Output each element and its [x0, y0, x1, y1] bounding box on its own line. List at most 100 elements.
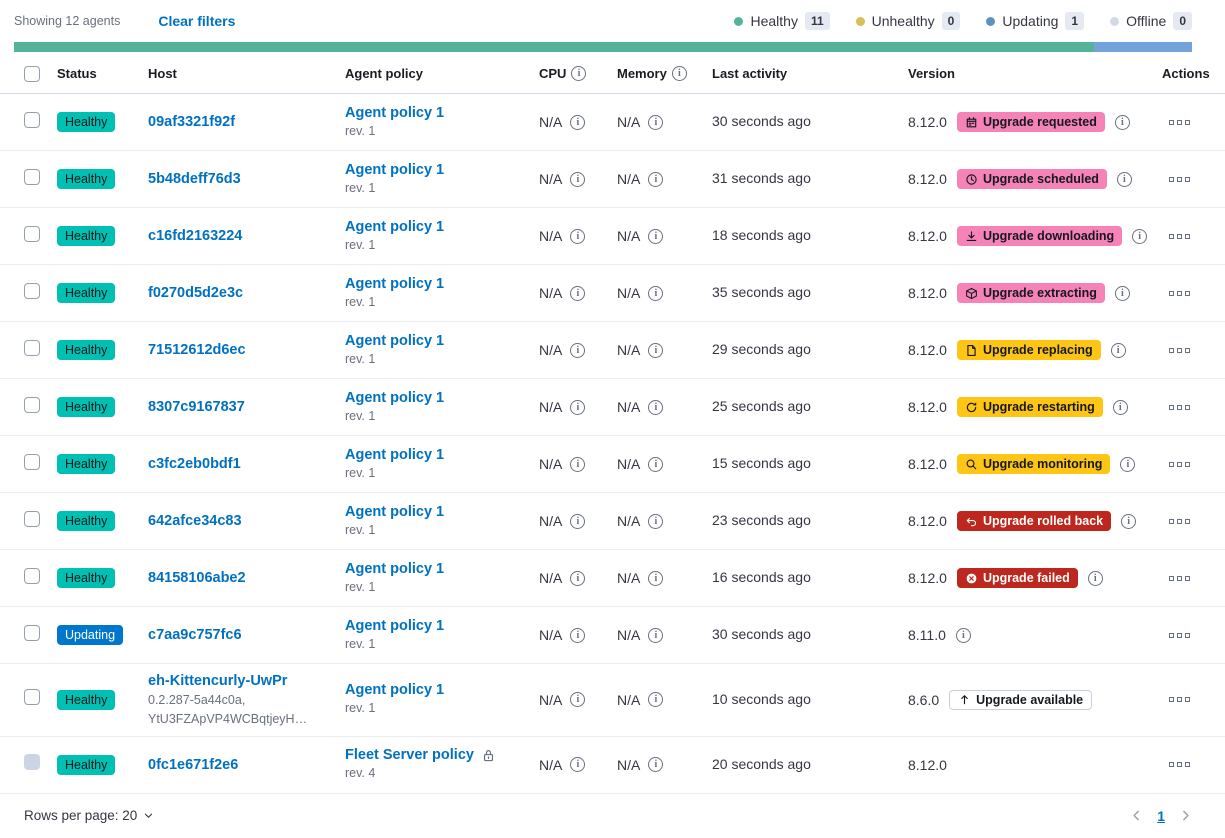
row-actions-button[interactable]	[1167, 758, 1192, 771]
row-actions-button[interactable]	[1167, 693, 1192, 706]
host-link[interactable]: 5b48deff76d3	[148, 171, 241, 187]
info-icon[interactable]: i	[648, 627, 664, 643]
row-actions-button[interactable]	[1167, 572, 1192, 585]
row-checkbox[interactable]	[24, 339, 40, 356]
row-checkbox[interactable]	[24, 453, 40, 470]
agent-policy-link[interactable]: Agent policy 1	[345, 104, 445, 121]
version-value: 8.12.0	[908, 342, 947, 358]
row-checkbox[interactable]	[24, 510, 40, 527]
agent-policy-link[interactable]: Agent policy 1	[345, 275, 445, 292]
info-icon[interactable]: i	[648, 399, 664, 415]
info-icon[interactable]: i	[570, 692, 586, 708]
info-icon[interactable]: i	[1114, 285, 1130, 301]
agent-policy-link[interactable]: Agent policy 1	[345, 389, 445, 406]
policy-revision: rev. 1	[345, 294, 376, 309]
row-actions-button[interactable]	[1167, 116, 1192, 129]
host-link[interactable]: 0fc1e671f2e6	[148, 756, 239, 773]
row-checkbox[interactable]	[24, 282, 40, 299]
policy-line: Agent policy 1	[345, 561, 539, 577]
agent-policy-link[interactable]: Agent policy 1	[345, 332, 445, 349]
host-link[interactable]: 642afce34c83	[148, 513, 242, 529]
info-icon[interactable]: i	[648, 114, 664, 130]
info-icon[interactable]: i	[648, 171, 664, 187]
row-actions-button[interactable]	[1167, 287, 1192, 300]
version-cell: 8.12.0 Upgrade scheduled i	[908, 169, 1162, 189]
info-icon[interactable]: i	[671, 66, 687, 81]
info-icon[interactable]: i	[1087, 570, 1103, 586]
info-icon[interactable]: i	[570, 228, 586, 244]
row-checkbox[interactable]	[24, 168, 40, 185]
row-checkbox[interactable]	[24, 396, 40, 413]
host-cell: eh-Kittencurly-UwPr 0.2.287-5a44c0a, YtU3F…	[148, 672, 345, 728]
info-icon[interactable]: i	[1114, 114, 1130, 130]
info-icon[interactable]: i	[570, 285, 586, 301]
info-icon[interactable]: i	[1121, 513, 1137, 529]
clear-filters-link[interactable]: Clear filters	[158, 13, 236, 29]
info-icon[interactable]: i	[648, 228, 664, 244]
agent-policy-link[interactable]: Agent policy 1	[345, 682, 445, 699]
agent-policy-link[interactable]: Agent policy 1	[345, 560, 445, 577]
agent-policy-link[interactable]: Agent policy 1	[345, 161, 445, 178]
host-link[interactable]: eh-Kittencurly-UwPr	[148, 673, 288, 689]
info-icon[interactable]: i	[570, 399, 586, 415]
row-actions-button[interactable]	[1167, 401, 1192, 414]
row-checkbox[interactable]	[24, 567, 40, 584]
last-activity-cell: 31 seconds ago	[712, 170, 908, 188]
status-badge: Healthy	[57, 169, 116, 189]
info-icon[interactable]: i	[648, 285, 664, 301]
select-all-checkbox[interactable]	[24, 65, 40, 82]
info-icon[interactable]: i	[570, 171, 586, 187]
agent-policy-link[interactable]: Agent policy 1	[345, 503, 445, 520]
memory-value: N/A	[617, 456, 641, 472]
row-checkbox[interactable]	[24, 624, 40, 641]
legend-count-badge: 1	[1065, 12, 1085, 30]
info-icon[interactable]: i	[1116, 171, 1132, 187]
row-actions-button[interactable]	[1167, 458, 1192, 471]
row-actions-button[interactable]	[1167, 344, 1192, 357]
host-link[interactable]: 84158106abe2	[148, 570, 246, 586]
host-link[interactable]: 71512612d6ec	[148, 342, 246, 358]
host-link[interactable]: c3fc2eb0bdf1	[148, 456, 241, 472]
version-value: 8.12.0	[908, 513, 947, 529]
row-checkbox[interactable]	[24, 689, 40, 706]
row-actions-button[interactable]	[1167, 173, 1192, 186]
info-icon[interactable]: i	[648, 757, 664, 773]
info-icon[interactable]: i	[1120, 456, 1136, 472]
info-icon[interactable]: i	[570, 627, 586, 643]
row-checkbox[interactable]	[24, 111, 40, 128]
host-link[interactable]: 8307c9167837	[148, 399, 245, 415]
info-icon[interactable]: i	[570, 757, 586, 773]
info-icon[interactable]: i	[570, 114, 586, 130]
info-icon[interactable]: i	[570, 570, 586, 586]
row-actions-button[interactable]	[1167, 629, 1192, 642]
info-icon[interactable]: i	[1110, 342, 1126, 358]
page-number-button[interactable]: 1	[1157, 807, 1165, 824]
host-link[interactable]: 09af3321f92f	[148, 114, 236, 130]
next-page-button[interactable]	[1179, 809, 1192, 822]
info-icon[interactable]: i	[648, 342, 664, 358]
info-icon[interactable]: i	[648, 570, 664, 586]
row-actions-button[interactable]	[1167, 230, 1192, 243]
info-icon[interactable]: i	[570, 456, 586, 472]
row-actions-button[interactable]	[1167, 515, 1192, 528]
info-icon[interactable]: i	[570, 342, 586, 358]
host-link[interactable]: c16fd2163224	[148, 228, 243, 244]
info-icon[interactable]: i	[1132, 228, 1148, 244]
info-icon[interactable]: i	[571, 66, 587, 81]
info-icon[interactable]: i	[955, 627, 971, 643]
agent-policy-link[interactable]: Agent policy 1	[345, 446, 445, 463]
agent-policy-link[interactable]: Agent policy 1	[345, 218, 445, 235]
rows-per-page-selector[interactable]: Rows per page: 20	[24, 808, 154, 823]
agent-policy-link[interactable]: Fleet Server policy	[345, 747, 474, 764]
agent-policy-link[interactable]: Agent policy 1	[345, 617, 445, 634]
info-icon[interactable]: i	[648, 456, 664, 472]
info-icon[interactable]: i	[648, 513, 664, 529]
host-link[interactable]: f0270d5d2e3c	[148, 285, 244, 301]
row-checkbox[interactable]	[24, 225, 40, 242]
info-icon[interactable]: i	[1112, 399, 1128, 415]
previous-page-button[interactable]	[1130, 809, 1143, 822]
info-icon[interactable]: i	[570, 513, 586, 529]
info-icon[interactable]: i	[648, 692, 664, 708]
version-value: 8.12.0	[908, 570, 947, 586]
host-link[interactable]: c7aa9c757fc6	[148, 627, 242, 643]
